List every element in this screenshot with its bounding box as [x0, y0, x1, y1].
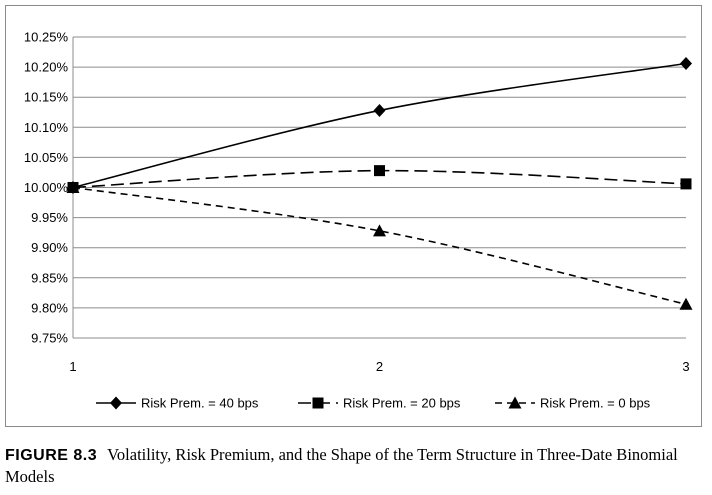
legend-label: Risk Prem. = 40 bps [141, 396, 259, 411]
figure-caption-text: Volatility, Risk Premium, and the Shape … [5, 445, 678, 486]
y-tick-label: 9.80% [31, 300, 68, 315]
data-point-triangle [373, 224, 386, 237]
series-layer [66, 56, 693, 310]
x-tick-label: 3 [682, 359, 689, 374]
legend-marker-square [312, 397, 324, 409]
y-tick-label: 10.00% [24, 180, 69, 195]
data-point-triangle [679, 297, 693, 310]
y-tick-label: 9.90% [31, 240, 68, 255]
x-tick-label: 1 [69, 359, 76, 374]
y-tick-label: 9.85% [31, 270, 68, 285]
y-tick-label: 10.25% [24, 30, 69, 45]
data-point-square [374, 165, 385, 177]
y-tick-label: 9.75% [31, 331, 68, 346]
data-point-diamond [373, 103, 386, 117]
legend-label: Risk Prem. = 0 bps [540, 396, 651, 411]
x-tick-label: 2 [376, 359, 383, 374]
axis-layer: 9.75% 9.80% 9.85% 9.90% 9.95% 10.00% 10.05% 10.… [24, 30, 690, 375]
legend-label: Risk Prem. = 20 bps [343, 396, 461, 411]
series-line-3 [72, 186, 687, 306]
figure-label: FIGURE 8.3 [5, 447, 98, 464]
line-chart: 9.75% 9.80% 9.85% 9.90% 9.95% 10.00% 10.05% 10.… [24, 30, 693, 411]
y-tick-label: 10.20% [24, 60, 69, 75]
chart-frame: 9.75% 9.80% 9.85% 9.90% 9.95% 10.00% 10.05% 10.… [5, 5, 702, 427]
y-tick-label: 10.10% [24, 120, 69, 135]
y-tick-label: 10.15% [24, 90, 69, 105]
data-point-square [680, 178, 692, 190]
legend: Risk Prem. = 40 bps Risk Prem. = 20 bps Ri… [96, 396, 651, 411]
data-point-triangle [66, 181, 80, 193]
y-tick-label: 10.05% [24, 150, 69, 165]
legend-marker-diamond [110, 396, 122, 410]
figure-caption: FIGURE 8.3 Volatility, Risk Premium, and … [5, 444, 705, 487]
legend-marker-triangle [508, 396, 522, 409]
y-tick-label: 9.95% [31, 210, 68, 225]
data-point-diamond [680, 56, 692, 70]
grid-layer [73, 36, 686, 339]
